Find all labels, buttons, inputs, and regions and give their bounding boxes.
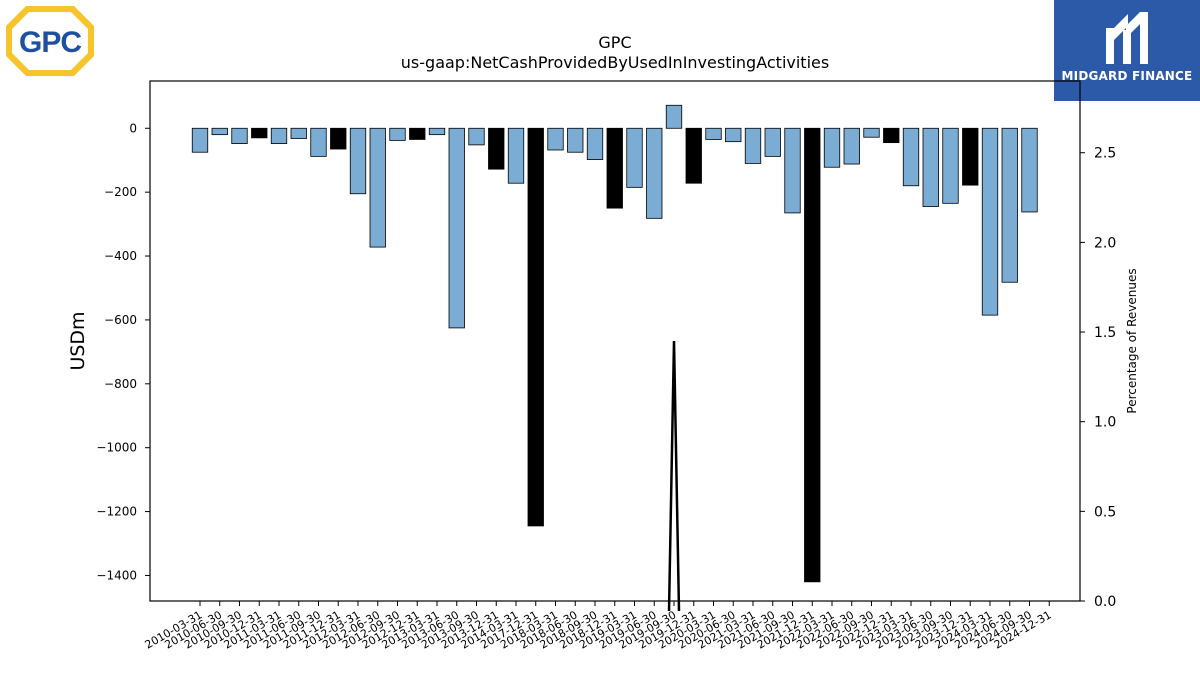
gpc-logo-text: GPC [19,26,81,59]
y-tick-label: −400 [104,249,137,263]
y2-tick-label: 1.0 [1094,415,1116,431]
line-series-group [667,340,681,612]
bar-2024-03-31 [981,127,999,316]
bar-2012-12-31 [409,127,426,140]
bar-2024-09-30 [1021,127,1038,213]
bar-2022-12-31 [883,127,900,144]
bar-2020-03-31 [705,127,722,140]
chart-title: GPC [598,33,631,52]
bar-2010-06-30 [211,127,228,136]
y-tick-label: −600 [104,313,137,327]
y2-tick-label: 2.0 [1094,235,1116,251]
y-axis: 0 −200 −400 −600 −800 −1000 −1200 −1400 [96,121,150,582]
y-tick-label: −800 [104,377,137,391]
bar-2010-09-30 [231,127,248,145]
chart-subtitle: us-gaap:NetCashProvidedByUsedInInvesting… [401,53,829,72]
bar-2013-12-31 [488,127,505,170]
bar-2017-12-31 [527,127,544,527]
gpc-logo-inner [12,12,88,70]
y2-axis: 0.0 0.5 1.0 1.5 2.0 2.5 [1080,146,1116,610]
bar-2019-12-31 [685,127,702,184]
y-tick-label: −200 [104,185,137,199]
y2-tick-label: 1.5 [1094,325,1116,341]
bar-2010-12-31 [251,127,268,139]
bar-2011-12-31 [330,127,347,150]
bar-2012-09-30 [389,127,406,141]
bar-2011-03-31 [270,127,288,145]
bar-2023-06-30 [922,127,939,207]
bar-2022-06-30 [843,127,860,165]
y2-tick-label: 0.0 [1094,594,1116,610]
bar-2012-06-30 [369,127,386,248]
midgard-finance-label: MIDGARD FINANCE [1061,69,1193,83]
bar-2022-03-31 [823,127,841,168]
bar-2019-06-30 [646,127,663,219]
bar-2024-06-30 [1001,127,1018,283]
x-axis: 2010-03-312010-06-302010-09-302010-12-31… [143,601,1054,652]
bar-2010-03-31 [191,127,209,153]
bar-2019-03-31 [626,127,643,188]
midgard-finance-logo-mark [1106,12,1148,64]
bar-2011-06-30 [290,127,307,139]
bar-2021-03-31 [744,127,762,164]
y-axis-label: USDm [67,311,89,370]
bars-group [191,104,1038,583]
bar-2012-03-31 [349,127,367,195]
bar-2014-03-31 [507,127,525,184]
bar-2013-09-30 [468,127,485,146]
bar-2023-03-31 [902,127,920,187]
bar-2021-06-30 [764,127,781,157]
bar-2018-03-31 [547,127,564,151]
bar-2011-09-30 [310,127,327,157]
bar-2021-12-31 [804,127,821,583]
bar-2013-06-30 [448,127,465,329]
bar-2013-03-31 [428,127,446,136]
bar-2022-09-30 [863,127,880,138]
bar-2020-06-30 [725,127,742,143]
line-point-2019-09-30 [667,340,681,612]
bar-2019-09-30 [665,104,683,129]
gpc-logo: GPC [6,6,94,76]
bar-2018-12-31 [606,127,623,209]
y2-tick-label: 0.5 [1094,504,1116,520]
y-tick-label: −1400 [96,568,137,582]
y2-tick-label: 2.5 [1094,146,1116,162]
y-tick-label: −1200 [96,505,137,519]
y2-axis-label: Percentage of Revenues [1125,268,1139,413]
bar-2023-12-31 [962,127,979,186]
midgard-finance-badge: MIDGARD FINANCE [1054,0,1200,101]
bar-2018-09-30 [586,127,604,160]
y-tick-label: −1000 [96,441,137,455]
bar-2018-06-30 [567,127,584,153]
bar-2021-09-30 [784,127,801,214]
bar-2023-09-30 [942,127,959,204]
y-tick-label: 0 [129,121,137,135]
